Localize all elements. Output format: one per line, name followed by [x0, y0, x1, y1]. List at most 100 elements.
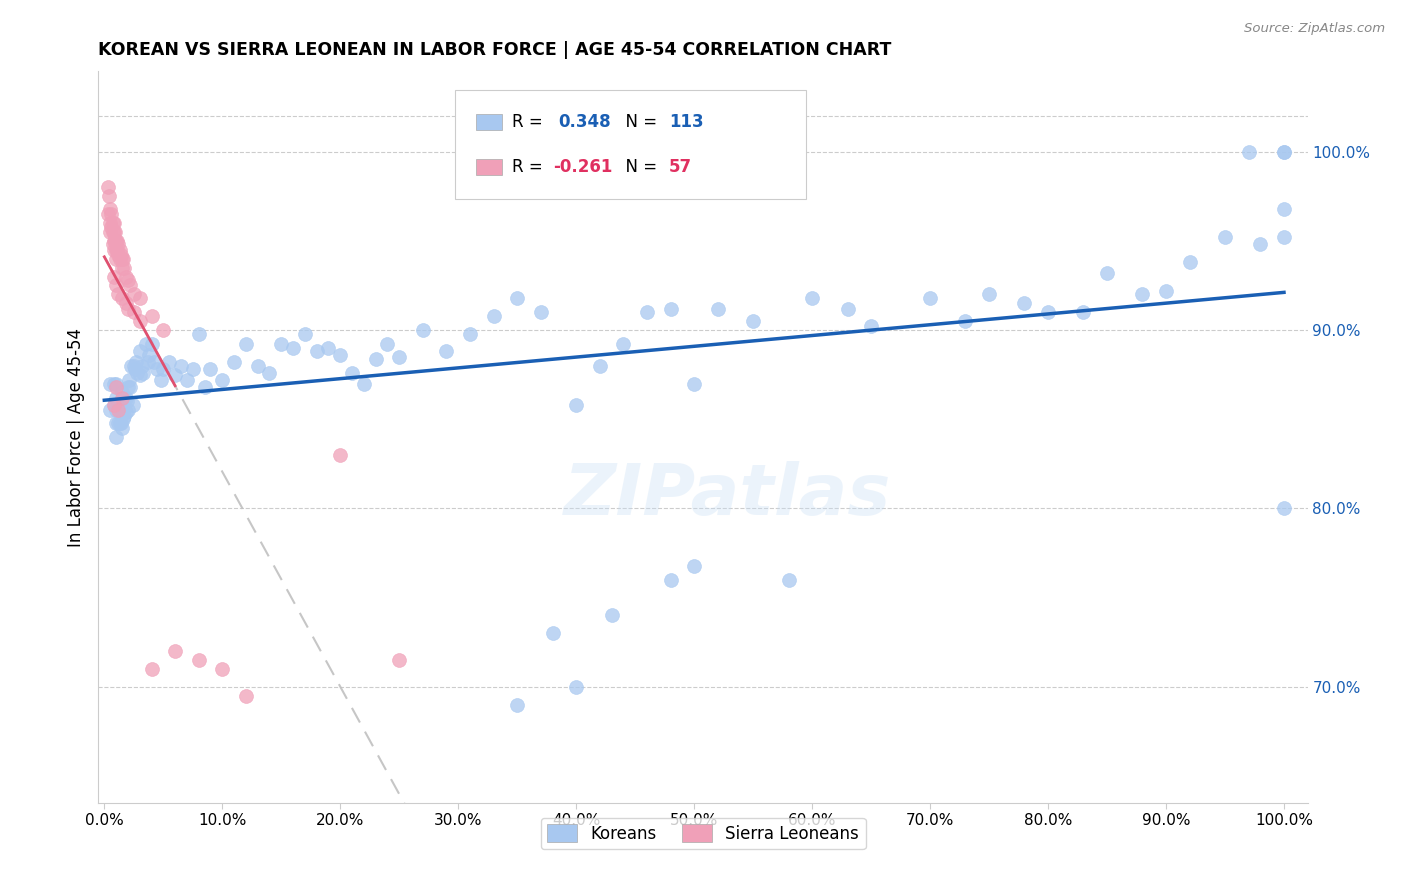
Point: [107, 237, 129, 252]
Point: [98, 202, 121, 216]
Point: [141, 662, 163, 676]
Point: [281, 341, 304, 355]
Point: [1272, 230, 1295, 244]
Point: [112, 409, 135, 423]
Point: [105, 234, 128, 248]
Point: [101, 216, 124, 230]
Point: [120, 278, 142, 293]
Point: [541, 626, 564, 640]
Point: [108, 403, 131, 417]
Point: [105, 380, 128, 394]
Point: [122, 287, 145, 301]
Point: [920, 291, 942, 305]
Point: [412, 323, 434, 337]
Point: [117, 273, 139, 287]
Point: [1154, 284, 1177, 298]
Point: [152, 362, 174, 376]
Point: [111, 385, 134, 400]
Point: [98, 376, 121, 391]
Point: [103, 234, 125, 248]
Point: [1095, 266, 1118, 280]
Point: [114, 405, 136, 419]
Point: [107, 287, 129, 301]
Point: [98, 403, 121, 417]
Y-axis label: In Labor Force | Age 45-54: In Labor Force | Age 45-54: [66, 327, 84, 547]
Point: [388, 653, 411, 667]
Point: [329, 348, 352, 362]
Point: [1272, 145, 1295, 159]
Point: [120, 359, 142, 373]
Point: [122, 359, 145, 373]
Point: [377, 337, 399, 351]
Text: ZIPatlas: ZIPatlas: [564, 461, 891, 530]
Point: [112, 412, 135, 426]
Point: [1073, 305, 1095, 319]
Point: [112, 260, 135, 275]
Point: [117, 301, 139, 316]
Point: [778, 573, 800, 587]
Point: [200, 362, 222, 376]
Point: [270, 337, 292, 351]
Point: [114, 296, 136, 310]
Point: [117, 403, 139, 417]
Point: [211, 662, 233, 676]
Point: [1178, 255, 1201, 269]
Point: [181, 362, 204, 376]
Point: [105, 278, 128, 293]
Point: [837, 301, 859, 316]
Point: [110, 248, 132, 262]
Point: [107, 248, 129, 262]
Point: [110, 403, 132, 417]
Point: [1213, 230, 1236, 244]
Point: [105, 234, 128, 248]
Point: [683, 558, 706, 573]
Point: [104, 234, 127, 248]
Point: [187, 326, 209, 341]
Point: [506, 291, 529, 305]
Point: [124, 362, 146, 376]
Point: [600, 608, 623, 623]
Point: [955, 314, 977, 328]
Point: [235, 337, 257, 351]
Point: [98, 225, 121, 239]
Point: [112, 398, 135, 412]
Point: [114, 391, 136, 405]
Point: [305, 344, 328, 359]
Point: [458, 326, 481, 341]
FancyBboxPatch shape: [456, 90, 806, 200]
Point: [149, 373, 172, 387]
Legend: Koreans, Sierra Leoneans: Koreans, Sierra Leoneans: [540, 818, 866, 849]
Point: [105, 243, 128, 257]
Point: [388, 350, 411, 364]
Point: [136, 355, 159, 369]
Point: [436, 344, 458, 359]
Point: [565, 398, 588, 412]
Point: [128, 344, 150, 359]
Point: [115, 394, 138, 409]
Point: [111, 391, 134, 405]
Text: -0.261: -0.261: [553, 158, 613, 176]
Point: [706, 301, 728, 316]
Point: [353, 376, 375, 391]
Point: [100, 207, 122, 221]
Point: [211, 373, 233, 387]
Point: [112, 252, 135, 266]
Text: 0.348: 0.348: [558, 113, 610, 131]
Point: [165, 644, 187, 658]
Point: [107, 416, 129, 430]
Point: [482, 309, 505, 323]
Point: [977, 287, 1000, 301]
Point: [364, 351, 387, 366]
Point: [97, 207, 120, 221]
Point: [108, 416, 131, 430]
Point: [105, 416, 128, 430]
Text: R =: R =: [512, 113, 553, 131]
Point: [107, 403, 129, 417]
Point: [801, 291, 824, 305]
Point: [103, 269, 125, 284]
Point: [97, 180, 120, 194]
Point: [194, 380, 217, 394]
Point: [108, 252, 131, 266]
Point: [589, 359, 612, 373]
Point: [157, 355, 180, 369]
